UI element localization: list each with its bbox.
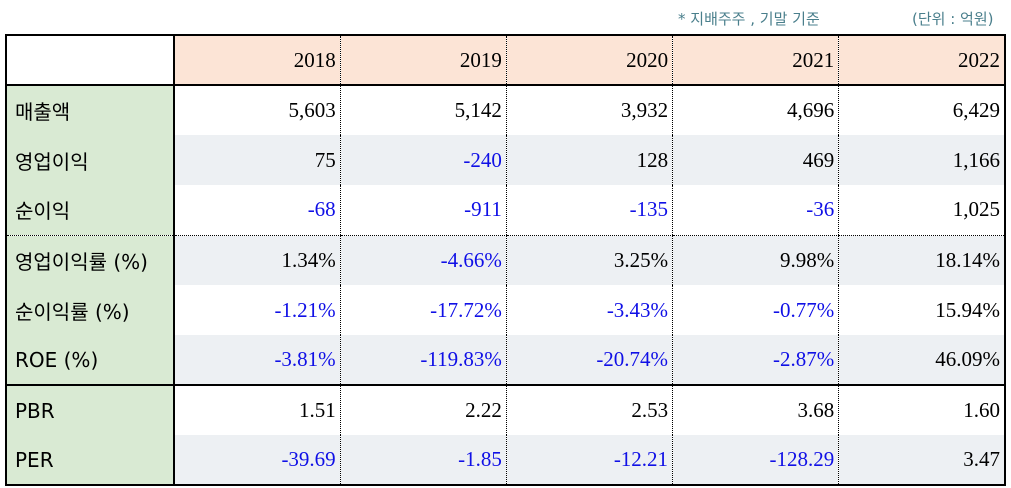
value-cell: -240 [339, 135, 507, 185]
row-label: PBR [6, 385, 175, 435]
corner-cell [6, 35, 175, 86]
value-cell: 2.53 [505, 385, 673, 435]
value-cell: -2.87% [672, 335, 839, 386]
value-cell: -4.66% [339, 235, 507, 285]
value-cell: -3.81% [173, 335, 341, 386]
value-cell: 3.68 [672, 385, 839, 435]
table-row: ROE (%) -3.81% -119.83% -20.74% -2.87% 4… [6, 335, 1005, 386]
value-cell: 75 [173, 135, 341, 185]
unit-note: (단위 : 억원) [912, 10, 994, 28]
header-row: 2018 2019 2020 2021 2022 [6, 35, 1005, 86]
row-label: PER [6, 435, 175, 485]
value-cell: 4,696 [672, 85, 839, 135]
table-row: 영업이익 75 -240 128 469 1,166 [6, 135, 1005, 185]
financial-table: 2018 2019 2020 2021 2022 매출액 5,603 5,142… [5, 34, 1006, 486]
value-cell: 469 [672, 135, 839, 185]
scope-note: * 지배주주 , 기말 기준 [678, 10, 820, 28]
value-cell: -17.72% [339, 285, 507, 335]
value-cell: -1.21% [173, 285, 341, 335]
row-label: 영업이익 [6, 135, 175, 185]
value-cell: 1,025 [838, 185, 1005, 236]
value-cell: 3,932 [505, 85, 673, 135]
table-row: 순이익 -68 -911 -135 -36 1,025 [6, 185, 1005, 236]
table-row: 영업이익률 (%) 1.34% -4.66% 3.25% 9.98% 18.14… [6, 235, 1005, 285]
value-cell: -39.69 [173, 435, 341, 485]
table-row: 매출액 5,603 5,142 3,932 4,696 6,429 [6, 85, 1005, 135]
value-cell: 15.94% [838, 285, 1005, 335]
year-header: 2021 [672, 35, 839, 86]
value-cell: -128.29 [672, 435, 839, 485]
value-cell: -12.21 [505, 435, 673, 485]
value-cell: 128 [505, 135, 673, 185]
value-cell: -20.74% [505, 335, 673, 386]
value-cell: -135 [505, 185, 673, 236]
value-cell: 6,429 [838, 85, 1005, 135]
value-cell: 3.25% [505, 235, 673, 285]
value-cell: -119.83% [339, 335, 507, 386]
value-cell: -0.77% [672, 285, 839, 335]
row-label: 영업이익률 (%) [6, 235, 175, 285]
year-header: 2022 [838, 35, 1005, 86]
value-cell: 1.34% [173, 235, 341, 285]
row-label: 매출액 [6, 85, 175, 135]
row-label: 순이익률 (%) [6, 285, 175, 335]
value-cell: 1,166 [838, 135, 1005, 185]
value-cell: 1.60 [838, 385, 1005, 435]
table-row: PBR 1.51 2.22 2.53 3.68 1.60 [6, 385, 1005, 435]
value-cell: 2.22 [339, 385, 507, 435]
value-cell: 46.09% [838, 335, 1005, 386]
year-header: 2019 [339, 35, 507, 86]
value-cell: -68 [173, 185, 341, 236]
table-row: 순이익률 (%) -1.21% -17.72% -3.43% -0.77% 15… [6, 285, 1005, 335]
value-cell: 18.14% [838, 235, 1005, 285]
table-row: PER -39.69 -1.85 -12.21 -128.29 3.47 [6, 435, 1005, 485]
value-cell: -911 [339, 185, 507, 236]
value-cell: -36 [672, 185, 839, 236]
value-cell: 5,142 [339, 85, 507, 135]
value-cell: -1.85 [339, 435, 507, 485]
value-cell: -3.43% [505, 285, 673, 335]
value-cell: 3.47 [838, 435, 1005, 485]
value-cell: 5,603 [173, 85, 341, 135]
value-cell: 1.51 [173, 385, 341, 435]
year-header: 2018 [173, 35, 341, 86]
value-cell: 9.98% [672, 235, 839, 285]
row-label: ROE (%) [6, 335, 175, 386]
year-header: 2020 [505, 35, 673, 86]
row-label: 순이익 [6, 185, 175, 236]
